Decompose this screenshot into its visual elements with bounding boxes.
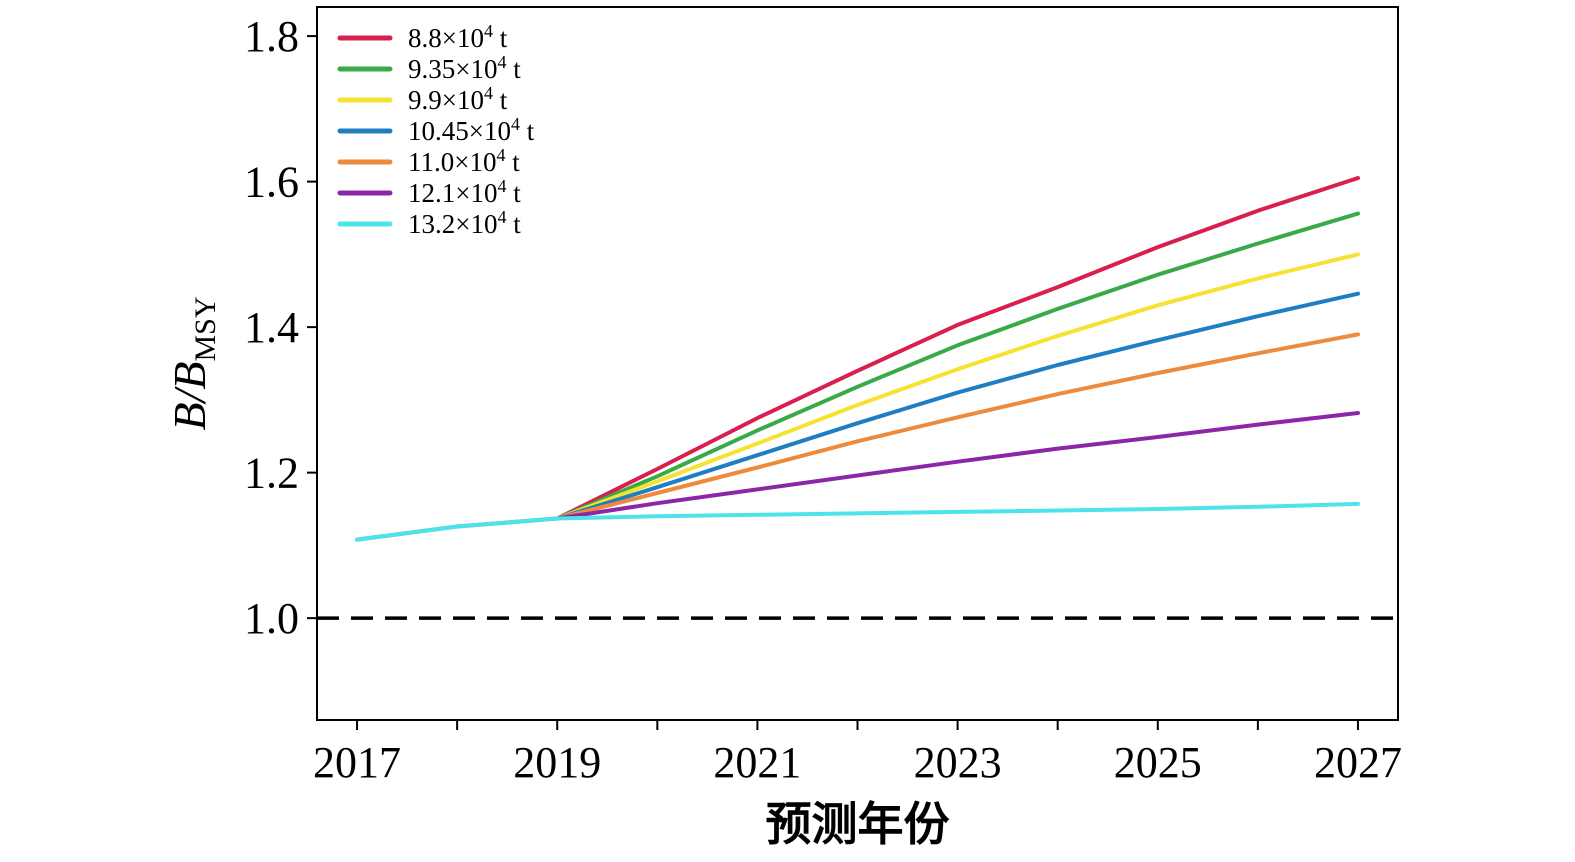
legend-label-6: 13.2×104 t [408,207,521,239]
history-line-overlay [355,516,560,542]
y-axis-label: B/BMSY [164,296,222,430]
legend-label-3: 10.45×104 t [408,114,535,146]
x-tick-label: 2019 [513,738,601,787]
y-tick-label: 1.6 [244,158,299,207]
y-tick-label: 1.8 [244,12,299,61]
legend: 8.8×104 t9.35×104 t9.9×104 t10.45×104 t1… [337,21,535,239]
series-line-5 [555,411,1360,521]
series-line-1 [555,211,1360,521]
series-line-3 [555,291,1360,521]
y-tick-label: 1.2 [244,449,299,498]
x-tick-label: 2025 [1114,738,1202,787]
legend-label-2: 9.9×104 t [408,83,508,115]
y-tick-label: 1.0 [244,594,299,643]
x-tick-label: 2027 [1314,738,1402,787]
series-line-0 [555,176,1360,521]
legend-label-5: 12.1×104 t [408,176,521,208]
x-tick-label: 2023 [914,738,1002,787]
x-axis-label: 预测年份 [766,797,950,851]
series-line-2 [555,252,1360,521]
legend-label-4: 11.0×104 t [408,145,520,177]
series-line-6 [555,501,1360,521]
x-tick-label: 2021 [713,738,801,787]
x-tick-label: 2017 [313,738,401,787]
axis-ticks: 2017 2019 2021 2023 2025 2027 1.0 1.2 1.4 1.6 1.8 [244,12,1402,787]
plot-area-content [317,176,1398,620]
legend-label-1: 9.35×104 t [408,52,521,84]
legend-label-0: 8.8×104 t [408,21,508,53]
y-axis-label-main: B/B [164,362,215,431]
y-axis-label-subscript: MSY [189,296,222,361]
y-tick-label: 1.4 [244,303,299,352]
series-line-4 [555,332,1360,521]
